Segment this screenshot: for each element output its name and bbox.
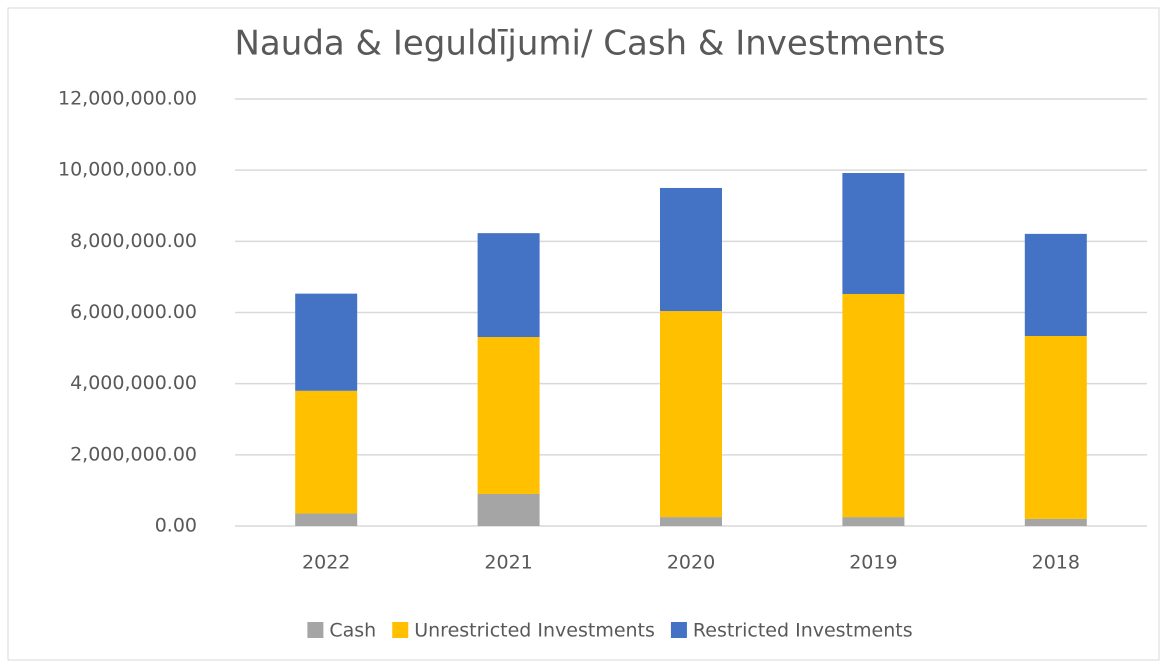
chart-title: Nauda & Ieguldījumi/ Cash & Investments (235, 24, 946, 64)
bar-segment (660, 311, 722, 518)
bar-segment (295, 513, 358, 526)
x-tick-label: 2021 (484, 552, 532, 574)
bar-segment (477, 233, 540, 338)
y-tick-label: 10,000,000.00 (58, 159, 197, 181)
y-tick-label: 4,000,000.00 (70, 372, 197, 394)
chart-border (7, 7, 1160, 661)
bar-segment (295, 293, 358, 391)
bar-segment (1024, 518, 1087, 526)
y-tick-label: 0.00 (155, 515, 197, 537)
x-tick-label: 2019 (849, 552, 897, 574)
bar-segment (842, 173, 905, 294)
legend-swatch (392, 622, 409, 638)
x-tick-label: 2018 (1032, 552, 1080, 574)
bar-segment (1024, 335, 1087, 519)
y-tick-label: 12,000,000.00 (58, 88, 197, 110)
bar-segment (660, 187, 722, 312)
legend-swatch (307, 622, 324, 638)
y-tick-label: 2,000,000.00 (70, 443, 197, 465)
legend-label: Cash (329, 620, 376, 642)
bar-segment (842, 293, 905, 518)
y-tick-label: 6,000,000.00 (70, 301, 197, 323)
bar-segment (1024, 233, 1087, 336)
bar-segment (477, 337, 540, 494)
legend-swatch (670, 622, 687, 638)
x-tick-label: 2022 (302, 552, 350, 574)
legend-label: Restricted Investments (693, 620, 913, 642)
bar-segment (660, 517, 722, 526)
y-tick-label: 8,000,000.00 (70, 230, 197, 252)
bar-segment (295, 390, 358, 514)
legend-label: Unrestricted Investments (414, 620, 655, 642)
bar-segment (842, 517, 905, 526)
x-tick-label: 2020 (667, 552, 715, 574)
bar-segment (477, 493, 540, 526)
